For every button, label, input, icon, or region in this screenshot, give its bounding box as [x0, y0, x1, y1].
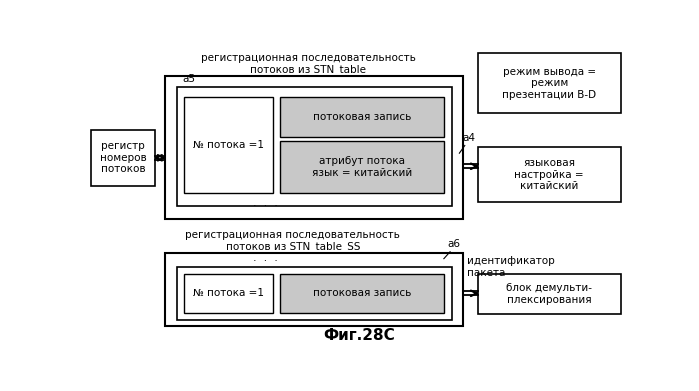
- Text: блок демульти-
плексирования: блок демульти- плексирования: [506, 283, 592, 305]
- Bar: [185, 97, 273, 193]
- Bar: [177, 87, 452, 206]
- Text: a6: a6: [448, 239, 461, 249]
- Text: потоковая запись: потоковая запись: [312, 112, 411, 122]
- Text: атрибут потока
язык = китайский: атрибут потока язык = китайский: [312, 156, 412, 178]
- Bar: [165, 253, 463, 326]
- Text: регистр
номеров
потоков: регистр номеров потоков: [100, 141, 146, 174]
- Text: потоковая запись: потоковая запись: [312, 288, 411, 298]
- Bar: [185, 274, 273, 312]
- Bar: [165, 76, 463, 219]
- Bar: [280, 274, 444, 312]
- Text: режим вывода =
режим
презентации B-D: режим вывода = режим презентации B-D: [502, 66, 596, 100]
- Text: регистрационная последовательность
потоков из STN_table: регистрационная последовательность поток…: [201, 53, 416, 75]
- Bar: [280, 141, 444, 193]
- Text: Фиг.28С: Фиг.28С: [323, 328, 394, 343]
- Bar: [92, 130, 154, 185]
- Text: № потока =1: № потока =1: [193, 140, 264, 150]
- Text: ·  ·  ·: · · ·: [253, 256, 278, 266]
- Text: № потока =1: № потока =1: [193, 288, 264, 298]
- Text: регистрационная последовательность
потоков из STN_table_SS: регистрационная последовательность поток…: [185, 230, 401, 252]
- Text: a4: a4: [463, 133, 475, 143]
- Bar: [478, 147, 621, 203]
- Bar: [478, 274, 621, 314]
- Text: a5: a5: [182, 74, 195, 84]
- Text: языковая
настройка =
китайский: языковая настройка = китайский: [514, 158, 584, 191]
- Bar: [478, 53, 621, 113]
- Text: ·  ·  ·: · · ·: [253, 201, 278, 211]
- Text: идентификатор
пакета: идентификатор пакета: [467, 256, 555, 278]
- Bar: [280, 97, 444, 137]
- Bar: [177, 267, 452, 319]
